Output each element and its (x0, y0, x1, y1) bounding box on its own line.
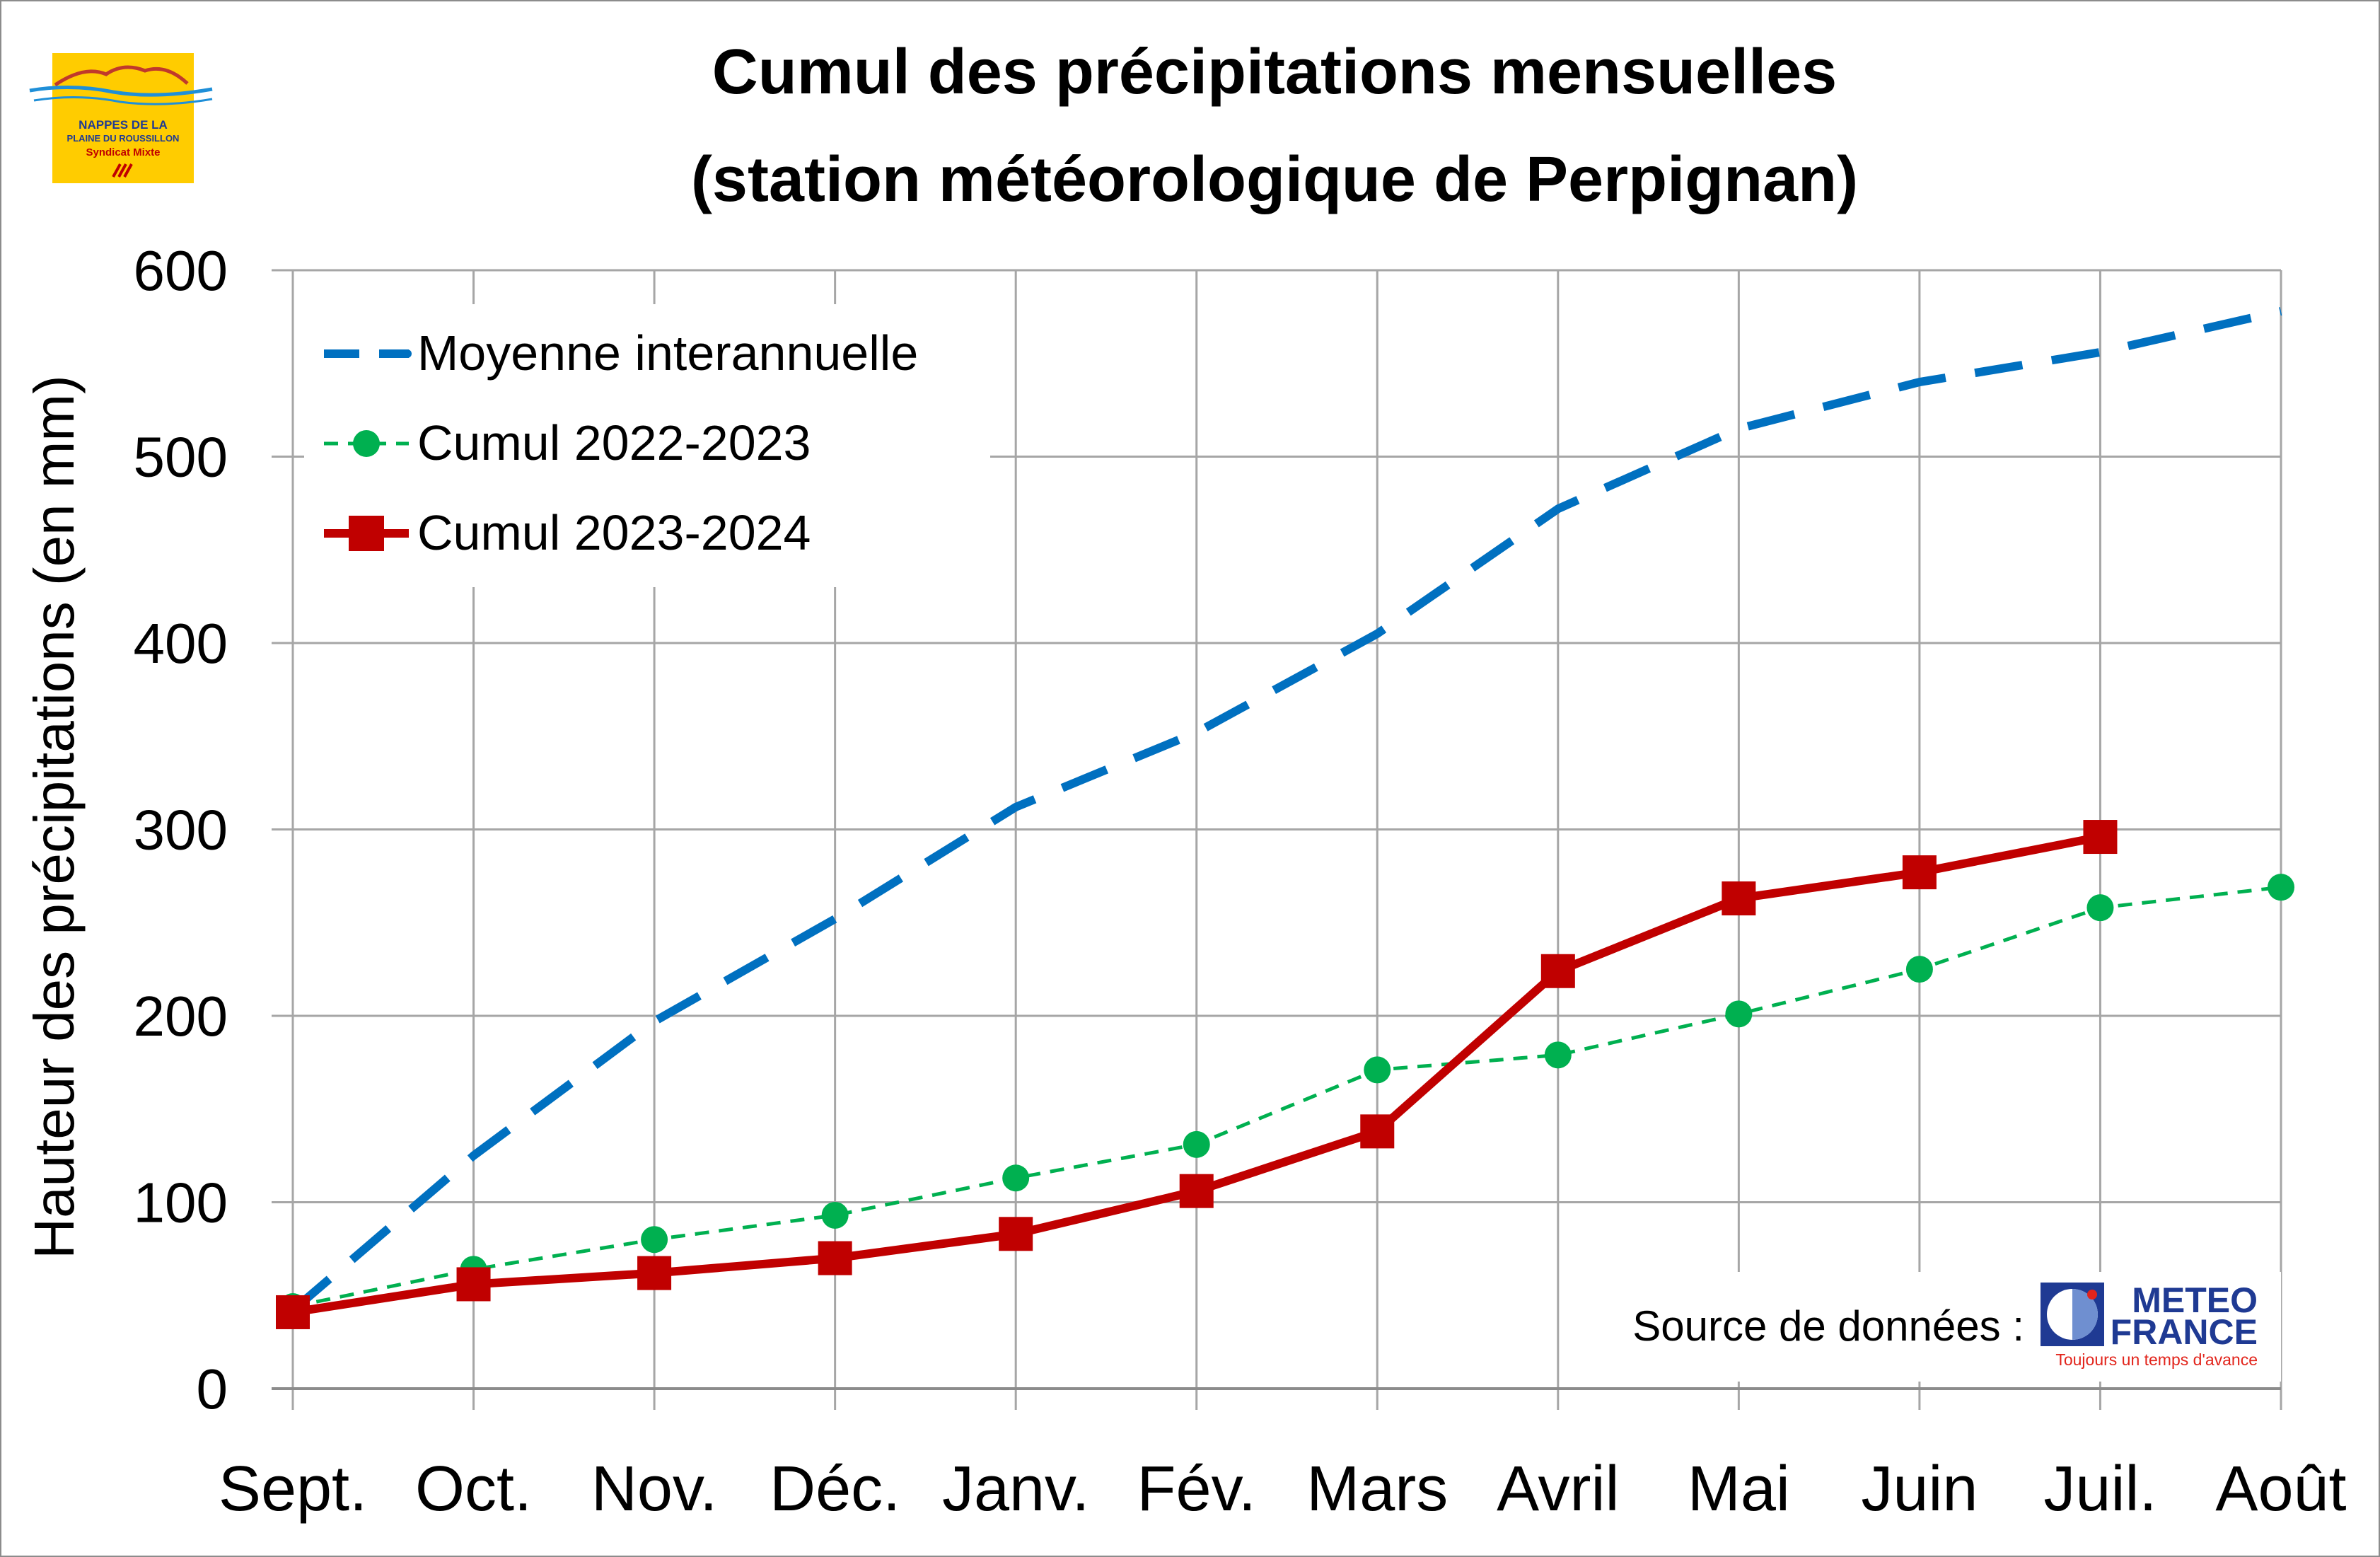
point-cumul-2022-2023 (641, 1226, 668, 1254)
source-attribution: Source de données : METEO FRANCE Toujour… (1595, 1272, 2281, 1382)
legend-label-cumul-2022-2023: Cumul 2022-2023 (417, 415, 811, 470)
x-tick-label: Fév. (1137, 1454, 1256, 1524)
meteo-globe-shade (2072, 1289, 2098, 1340)
point-cumul-2022-2023 (1544, 1041, 1572, 1069)
logo-water-icon-2 (33, 95, 213, 105)
point-cumul-2022-2023 (1002, 1164, 1030, 1192)
logo-line1: NAPPES DE LA (79, 118, 168, 132)
point-cumul-2022-2023 (2268, 874, 2294, 901)
point-cumul-2022-2023 (1183, 1130, 1210, 1158)
x-tick-label: Janv. (942, 1454, 1089, 1524)
series (276, 307, 2294, 1329)
y-tick-label: 200 (134, 985, 228, 1048)
y-tick-label: 300 (134, 799, 228, 862)
point-cumul-2023-2024 (456, 1267, 491, 1302)
x-tick-label: Sept. (219, 1454, 367, 1524)
point-cumul-2023-2024 (818, 1241, 852, 1275)
source-label: Source de données : (1632, 1302, 2024, 1350)
y-axis-label: Hauteur des précipitations (en mm) (23, 375, 86, 1258)
chart-title-line1: Cumul des précipitations mensuelles (712, 37, 1837, 108)
point-cumul-2022-2023 (1905, 956, 1933, 983)
point-cumul-2023-2024 (276, 1295, 310, 1329)
x-tick-label: Déc. (770, 1454, 900, 1524)
logo-water-icon (29, 85, 213, 97)
point-cumul-2023-2024 (1540, 954, 1575, 988)
meteo-brand-line1: METEO (2132, 1280, 2258, 1320)
meteo-france-logo: METEO FRANCE Toujours un temps d'avance (2041, 1280, 2258, 1369)
x-tick-label: Mai (1688, 1454, 1790, 1524)
point-cumul-2022-2023 (1725, 1000, 1753, 1028)
series-line-moyenne (290, 307, 2282, 1314)
x-tick-label: Oct. (415, 1454, 532, 1524)
y-tick-label: 100 (134, 1171, 228, 1234)
logo: NAPPES DE LA PLAINE DU ROUSSILLON Syndic… (29, 53, 213, 183)
logo-mountain-icon (54, 65, 189, 87)
point-cumul-2023-2024 (1902, 855, 1937, 890)
chart-title-line2: (station météorologique de Perpignan) (691, 144, 1858, 215)
legend-item-cumul-2022-2023: Cumul 2022-2023 (324, 415, 811, 470)
x-tick-label: Nov. (591, 1454, 717, 1524)
logo-line3: Syndicat Mixte (86, 146, 160, 158)
y-tick-label: 500 (134, 426, 228, 489)
legend: Moyenne interannuelle Cumul 2022-2023 Cu… (304, 304, 990, 587)
logo-flag-icon (112, 163, 133, 178)
point-cumul-2022-2023 (821, 1201, 849, 1229)
axes: 0 100 200 300 400 500 600 Sept. Oct. Nov. Déc. Janv… (134, 239, 2347, 1524)
point-cumul-2023-2024 (637, 1256, 672, 1290)
legend-label-moyenne: Moyenne interannuelle (417, 325, 918, 381)
legend-item-cumul-2023-2024: Cumul 2023-2024 (324, 505, 811, 560)
x-tick-label: Avril (1497, 1454, 1619, 1524)
legend-swatch-moyenne-dot (403, 349, 412, 358)
x-tick-label: Août (2215, 1454, 2346, 1524)
meteo-sun-icon (2087, 1290, 2097, 1300)
legend-item-moyenne: Moyenne interannuelle (324, 325, 918, 381)
point-cumul-2023-2024 (1722, 881, 1756, 915)
x-tick-label: Juil. (2043, 1454, 2156, 1524)
legend-label-cumul-2023-2024: Cumul 2023-2024 (417, 505, 811, 560)
x-tick-label: Juin (1861, 1454, 1978, 1524)
x-tick-label: Mars (1306, 1454, 1448, 1524)
point-cumul-2023-2024 (1360, 1114, 1395, 1149)
point-cumul-2023-2024 (2083, 820, 2118, 855)
point-cumul-2023-2024 (999, 1217, 1033, 1251)
point-cumul-2023-2024 (1179, 1174, 1214, 1208)
y-tick-label: 600 (134, 239, 228, 302)
point-cumul-2022-2023 (1364, 1056, 1391, 1084)
y-tick-label: 400 (134, 612, 228, 675)
source-background (1595, 1272, 2281, 1382)
point-cumul-2022-2023 (2086, 894, 2114, 922)
legend-background (304, 304, 990, 587)
legend-swatch-2023-marker (349, 516, 384, 551)
y-tick-label: 0 (197, 1358, 228, 1420)
logo-line2: PLAINE DU ROUSSILLON (67, 133, 180, 144)
meteo-brand-line2: FRANCE (2111, 1312, 2258, 1352)
meteo-tagline: Toujours un temps d'avance (2055, 1350, 2258, 1369)
series-line-cumul-2022-2023 (292, 885, 2282, 1309)
legend-swatch-2022-marker (353, 430, 380, 457)
